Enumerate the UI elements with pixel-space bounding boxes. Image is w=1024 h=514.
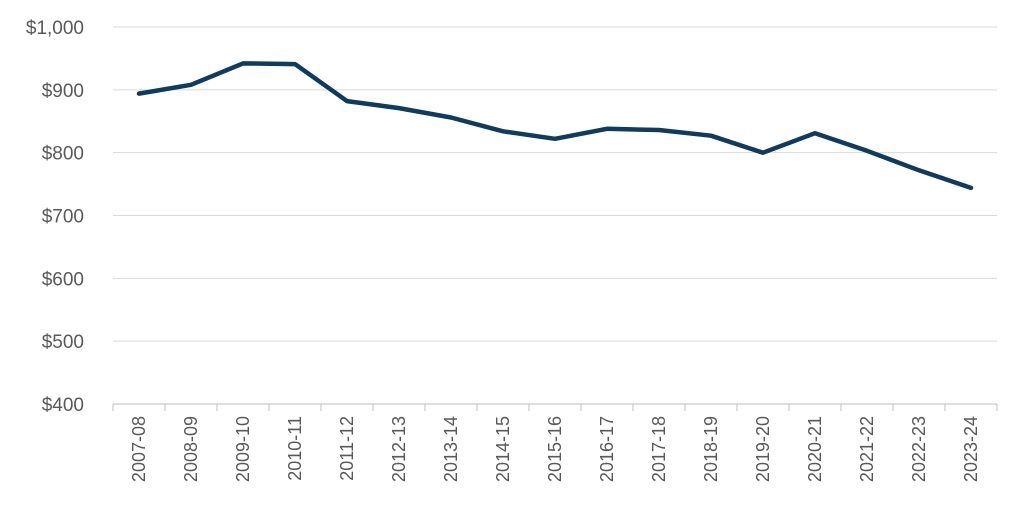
x-tick-label: 2016-17 — [597, 416, 617, 482]
x-tick-label: 2022-23 — [909, 416, 929, 482]
x-tick-label: 2018-19 — [701, 416, 721, 482]
x-tick-label: 2014-15 — [493, 416, 513, 482]
x-tick-label: 2020-21 — [805, 416, 825, 482]
x-tick-label: 2011-12 — [337, 416, 357, 481]
x-axis: 2007-08 2008-09 2009-10 2010-11 2011-12 2012-… — [112, 403, 998, 482]
y-tick-label: $700 — [42, 207, 84, 228]
series-layer — [136, 61, 974, 191]
y-tick-label: $600 — [42, 269, 84, 290]
gridlines — [113, 26, 997, 342]
x-tick-label: 2008-09 — [181, 416, 201, 482]
y-tick-label: $500 — [42, 332, 84, 353]
x-tick-label: 2019-20 — [753, 416, 773, 482]
x-tick-label: 2010-11 — [285, 416, 305, 481]
x-tick-label: 2015-16 — [545, 416, 565, 482]
x-tick-label: 2023-24 — [961, 416, 981, 482]
y-tick-label: $800 — [42, 144, 84, 165]
y-tick-label: $1,000 — [26, 18, 84, 39]
series-line — [136, 61, 974, 191]
x-tick-label: 2012-13 — [389, 416, 409, 482]
y-tick-label: $400 — [42, 395, 84, 416]
y-tick-label: $900 — [42, 81, 84, 102]
x-tick-label: 2009-10 — [233, 416, 253, 482]
x-tick-label: 2007-08 — [129, 416, 149, 482]
x-tick-label: 2017-18 — [649, 416, 669, 482]
x-tick-label: 2013-14 — [441, 416, 461, 482]
x-tick-label: 2021-22 — [857, 416, 877, 482]
y-axis-tick-labels: $400 $500 $600 $700 $800 $900 $1,000 — [26, 18, 84, 416]
